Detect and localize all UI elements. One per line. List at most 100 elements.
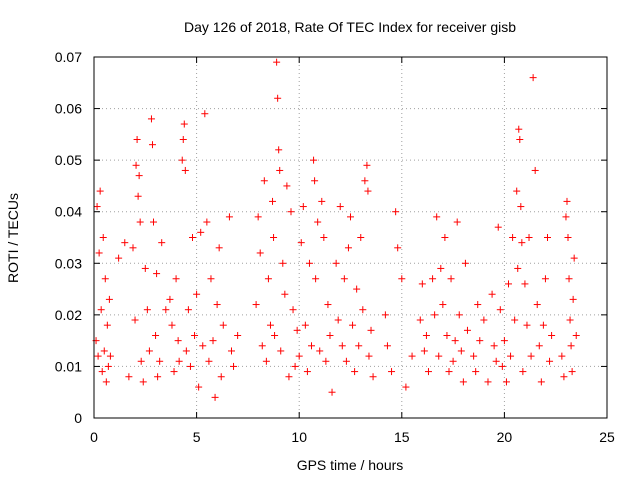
data-point bbox=[197, 228, 205, 236]
data-point bbox=[418, 280, 426, 288]
data-point bbox=[203, 218, 211, 226]
data-point bbox=[500, 337, 508, 345]
data-point bbox=[186, 362, 194, 370]
data-point bbox=[445, 368, 453, 376]
x-tick-label: 10 bbox=[291, 429, 307, 445]
data-point bbox=[98, 368, 106, 376]
x-tick-label: 0 bbox=[90, 429, 98, 445]
data-point bbox=[95, 249, 103, 257]
data-point bbox=[219, 321, 227, 329]
data-point bbox=[322, 357, 330, 365]
data-point bbox=[546, 357, 554, 365]
data-point bbox=[474, 301, 482, 309]
data-point bbox=[172, 275, 180, 283]
data-point bbox=[416, 316, 424, 324]
data-point bbox=[509, 234, 517, 241]
data-point bbox=[213, 301, 221, 309]
data-point bbox=[175, 357, 183, 365]
data-point bbox=[207, 275, 215, 283]
data-point bbox=[291, 362, 299, 370]
data-point bbox=[136, 218, 144, 226]
data-point bbox=[201, 110, 209, 118]
data-point bbox=[150, 218, 158, 226]
data-point bbox=[234, 331, 242, 339]
x-tick-label: 20 bbox=[497, 429, 513, 445]
y-tick-label: 0.02 bbox=[55, 307, 82, 323]
data-point bbox=[254, 213, 262, 221]
data-point bbox=[277, 347, 285, 355]
y-tick-label: 0 bbox=[74, 410, 82, 426]
data-point bbox=[518, 239, 526, 247]
data-point bbox=[129, 244, 137, 252]
data-point bbox=[525, 234, 533, 241]
data-point bbox=[492, 357, 500, 365]
data-point bbox=[353, 285, 361, 293]
data-point bbox=[334, 316, 342, 324]
data-point bbox=[256, 249, 264, 257]
data-point bbox=[517, 203, 525, 211]
data-point bbox=[99, 234, 107, 241]
data-point bbox=[96, 187, 104, 195]
grid-lines bbox=[94, 57, 607, 418]
data-point bbox=[303, 368, 311, 376]
data-point bbox=[162, 306, 170, 314]
data-point bbox=[443, 331, 451, 339]
y-tick-label: 0.05 bbox=[55, 152, 82, 168]
chart-title: Day 126 of 2018, Rate Of TEC Index for r… bbox=[184, 19, 516, 35]
data-point bbox=[131, 316, 139, 324]
data-point bbox=[276, 166, 284, 174]
data-point bbox=[422, 331, 430, 339]
data-point bbox=[153, 270, 161, 278]
data-point bbox=[398, 275, 406, 283]
data-point bbox=[293, 326, 301, 334]
data-point bbox=[408, 352, 416, 360]
data-point bbox=[134, 192, 142, 200]
y-tick-labels: 0 0.01 0.02 0.03 0.04 0.05 0.06 0.07 bbox=[55, 49, 82, 426]
data-point bbox=[359, 306, 367, 314]
data-point bbox=[132, 161, 140, 169]
data-point bbox=[94, 352, 102, 360]
data-point bbox=[429, 275, 437, 283]
data-point bbox=[152, 331, 160, 339]
axis-ticks bbox=[93, 56, 608, 419]
data-point bbox=[102, 378, 110, 386]
data-point bbox=[332, 259, 340, 267]
data-point bbox=[567, 342, 575, 350]
data-point bbox=[93, 203, 101, 211]
data-point bbox=[461, 259, 469, 267]
data-point bbox=[449, 357, 457, 365]
data-point bbox=[104, 362, 112, 370]
data-point bbox=[490, 342, 498, 350]
data-point bbox=[342, 357, 350, 365]
data-point bbox=[314, 218, 322, 226]
data-point bbox=[336, 203, 344, 211]
data-point bbox=[433, 213, 441, 221]
data-point bbox=[217, 373, 225, 381]
data-point bbox=[394, 244, 402, 252]
data-point bbox=[137, 357, 145, 365]
data-point bbox=[158, 239, 166, 247]
data-point bbox=[295, 352, 303, 360]
data-point bbox=[361, 177, 369, 185]
data-point bbox=[211, 393, 219, 401]
data-point bbox=[539, 321, 547, 329]
data-point bbox=[369, 373, 377, 381]
data-point bbox=[439, 301, 447, 309]
data-point bbox=[270, 234, 278, 241]
data-point bbox=[515, 125, 523, 133]
data-point bbox=[199, 342, 207, 350]
data-point bbox=[480, 316, 488, 324]
data-point bbox=[174, 337, 182, 345]
data-point bbox=[205, 357, 213, 365]
y-axis-label: ROTI / TECUs bbox=[5, 193, 21, 283]
data-point bbox=[349, 321, 357, 329]
x-tick-label: 15 bbox=[394, 429, 410, 445]
data-point bbox=[156, 357, 164, 365]
data-point bbox=[133, 136, 141, 144]
data-point bbox=[115, 254, 123, 262]
data-point bbox=[513, 187, 521, 195]
data-point bbox=[392, 208, 400, 216]
data-point bbox=[451, 337, 459, 345]
data-point bbox=[141, 264, 149, 272]
data-point bbox=[273, 58, 281, 66]
